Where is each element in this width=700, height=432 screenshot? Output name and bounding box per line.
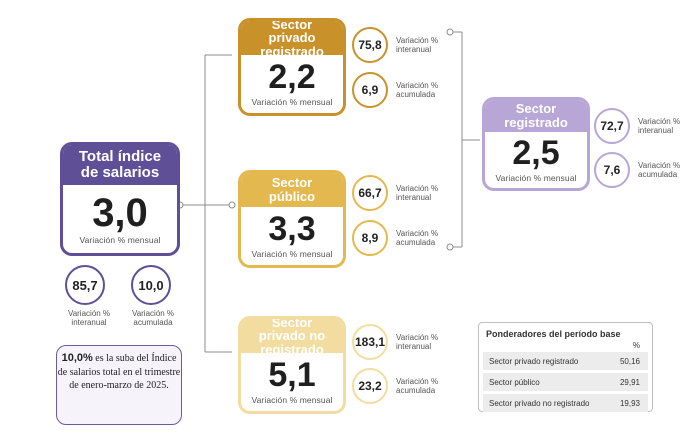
total-acumulada-circle: 10,0	[131, 265, 171, 305]
total-index-card: Total índice de salarios 3,0 Variación %…	[60, 142, 180, 256]
highlight-note: 10,0% es la suba del Índice de salarios …	[56, 345, 182, 425]
note-highlight: 10,0%	[61, 352, 93, 364]
no-registrado-interanual-label: Variación % interanual	[396, 333, 439, 351]
publico-value: 3,3	[268, 210, 316, 248]
table-row: Sector privado no registrado 19,93	[483, 394, 648, 412]
publico-card: Sector público 3,3 Variación % mensual	[238, 170, 346, 268]
row-label: Sector privado registrado	[489, 356, 579, 366]
table-row: Sector público 29,91	[483, 373, 648, 391]
note-text: es la suba del Índice de salarios total …	[57, 353, 181, 392]
privado-registrado-title: Sector privado registrado	[241, 21, 343, 58]
no-registrado-interanual-circle: 183,1	[352, 324, 388, 360]
row-label: Sector privado no registrado	[489, 398, 590, 408]
privado-registrado-interanual-label: Variación % interanual	[396, 36, 439, 54]
privado-registrado-interanual-circle: 75,8	[352, 27, 388, 63]
total-index-title: Total índice de salarios	[63, 145, 177, 185]
row-value: 50,16	[619, 356, 640, 366]
registrado-title: Sector registrado	[485, 100, 587, 132]
no-registrado-title: Sector privado no registrado	[241, 319, 343, 356]
privado-registrado-sublabel: Variación % mensual	[251, 97, 333, 107]
registrado-interanual-label: Variación % interanual	[638, 117, 681, 135]
publico-title: Sector público	[241, 173, 343, 207]
publico-sublabel: Variación % mensual	[251, 249, 333, 259]
privado-registrado-acumulada-circle: 6,9	[352, 72, 388, 108]
registrado-value: 2,5	[512, 134, 560, 172]
no-registrado-value: 5,1	[268, 356, 316, 394]
registrado-sublabel: Variación % mensual	[495, 173, 577, 183]
publico-acumulada-circle: 8,9	[352, 220, 388, 256]
total-interanual-circle: 85,7	[65, 265, 105, 305]
row-value: 19,93	[619, 398, 640, 408]
total-interanual-label: Variación % interanual	[67, 309, 111, 327]
no-registrado-card: Sector privado no registrado 5,1 Variaci…	[238, 316, 346, 414]
no-registrado-acumulada-circle: 23,2	[352, 368, 388, 404]
table-row: Sector privado registrado 50,16	[483, 352, 648, 370]
privado-registrado-value: 2,2	[268, 58, 316, 96]
publico-interanual-label: Variación % interanual	[396, 184, 439, 202]
privado-registrado-card: Sector privado registrado 2,2 Variación …	[238, 18, 346, 116]
total-acumulada-label: Variación % acumulada	[131, 309, 175, 327]
no-registrado-sublabel: Variación % mensual	[251, 395, 333, 405]
registrado-interanual-circle: 72,7	[594, 108, 630, 144]
row-label: Sector público	[489, 377, 540, 387]
total-index-sublabel: Variación % mensual	[79, 235, 161, 245]
no-registrado-acumulada-label: Variación % acumulada	[396, 377, 439, 395]
ponderadores-table: Ponderadores del período base % Sector p…	[478, 322, 653, 412]
publico-interanual-circle: 66,7	[352, 175, 388, 211]
row-value: 29,91	[619, 377, 640, 387]
ponderadores-unit: %	[632, 341, 640, 350]
registrado-acumulada-circle: 7,6	[594, 152, 630, 188]
total-index-value: 3,0	[92, 191, 148, 235]
registrado-acumulada-label: Variación % acumulada	[638, 161, 681, 179]
privado-registrado-acumulada-label: Variación % acumulada	[396, 81, 439, 99]
publico-acumulada-label: Variación % acumulada	[396, 229, 439, 247]
ponderadores-title: Ponderadores del período base	[486, 329, 621, 339]
registrado-card: Sector registrado 2,5 Variación % mensua…	[482, 97, 590, 191]
